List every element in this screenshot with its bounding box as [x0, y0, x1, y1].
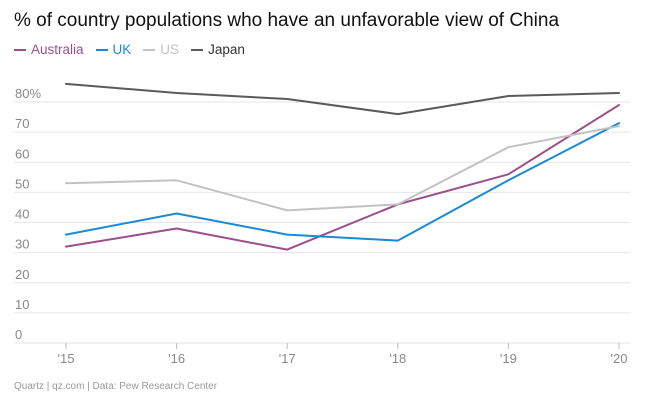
x-tick-label-2: '17 [279, 351, 296, 366]
x-tick-label-1: '16 [168, 351, 185, 366]
legend-swatch [143, 48, 156, 51]
chart-title: % of country populations who have an unf… [14, 10, 560, 31]
legend-swatch [95, 48, 108, 51]
y-tick-label-4: 40 [15, 207, 29, 222]
x-tick-label-3: '18 [389, 351, 406, 366]
y-tick-label-6: 60 [15, 146, 29, 161]
y-tick-label-3: 30 [15, 237, 29, 252]
y-tick-label-5: 50 [15, 176, 29, 191]
y-tick-label-0: 0 [15, 327, 22, 342]
series-line-australia [65, 104, 620, 251]
x-tick-label-5: '20 [611, 351, 628, 366]
x-tick-label-0: '15 [58, 351, 75, 366]
legend-item-australia: Australia [14, 42, 84, 57]
x-tick-label-4: '19 [500, 351, 517, 366]
series-line-us [65, 125, 620, 212]
y-tick-label-1: 10 [15, 297, 29, 312]
series-line-uk [65, 122, 620, 242]
legend: Australia UK US Japan [14, 42, 245, 57]
legend-label: Australia [31, 42, 84, 57]
legend-item-uk: UK [95, 42, 132, 57]
legend-item-japan: Japan [191, 42, 245, 57]
legend-item-us: US [143, 42, 179, 57]
y-tick-label-8: 80% [15, 86, 41, 101]
legend-swatch [191, 48, 204, 51]
legend-label: Japan [208, 42, 245, 57]
y-tick-label-7: 70 [15, 116, 29, 131]
source-footer: Quartz | qz.com | Data: Pew Research Cen… [14, 381, 218, 392]
legend-swatch [14, 48, 26, 51]
legend-label: US [160, 42, 180, 57]
y-tick-label-2: 20 [15, 267, 29, 282]
legend-label: UK [112, 42, 132, 57]
series-line-japan [65, 82, 620, 116]
